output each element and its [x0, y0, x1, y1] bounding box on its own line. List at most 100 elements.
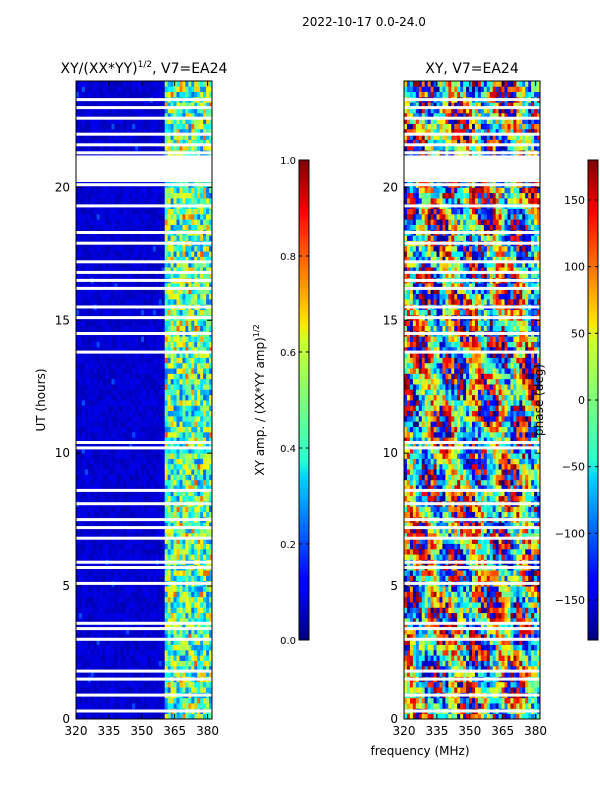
heatmap-cell: [76, 554, 80, 560]
heatmap-cell: [120, 687, 124, 693]
heatmap-cell: [188, 362, 192, 369]
heatmap-cell: [161, 607, 166, 614]
heatmap-cell: [90, 283, 95, 289]
heatmap-cell: [191, 267, 195, 273]
heatmap-cell: [161, 617, 166, 624]
heatmap-cell: [105, 671, 109, 677]
heatmap-cell: [102, 352, 106, 358]
heatmap-cell: [84, 283, 89, 289]
heatmap-cell: [158, 447, 163, 454]
heatmap-cell: [141, 649, 145, 656]
heatmap-cell: [135, 192, 139, 199]
heatmap-cell: [188, 474, 192, 481]
heatmap-cell: [129, 458, 133, 465]
heatmap-cell: [209, 617, 212, 624]
heatmap-cell: [132, 591, 136, 598]
heatmap-cell: [182, 570, 186, 576]
heatmap-cell: [102, 474, 106, 481]
heatmap-cell: [200, 713, 204, 719]
heatmap-cell: [173, 612, 177, 619]
heatmap-cell: [161, 596, 166, 603]
heatmap-cell: [167, 389, 172, 396]
heatmap-cell: [99, 687, 104, 693]
heatmap-cell: [108, 139, 112, 146]
heatmap-cell: [188, 575, 192, 582]
heatmap-cell: [117, 442, 121, 449]
heatmap-cell: [152, 251, 157, 257]
heatmap-cell: [141, 288, 145, 295]
heatmap-cell: [173, 506, 177, 513]
heatmap-cell: [185, 665, 189, 672]
heatmap-cell: [129, 644, 133, 651]
heatmap-cell: [182, 479, 186, 486]
heatmap-cell: [155, 570, 160, 576]
heatmap-cell: [158, 623, 163, 630]
heatmap-cell: [81, 628, 86, 635]
heatmap-cell: [149, 681, 154, 688]
heatmap-cell: [114, 426, 118, 433]
heatmap-cell: [144, 548, 148, 555]
heatmap-cell: [126, 633, 130, 640]
heatmap-cell: [188, 346, 192, 353]
heatmap-cell: [176, 628, 180, 635]
heatmap-cell: [87, 384, 92, 390]
heatmap-cell: [96, 410, 101, 417]
heatmap-cell: [200, 357, 204, 364]
heatmap-cell: [105, 570, 109, 576]
heatmap-cell: [191, 458, 195, 465]
heatmap-cell: [126, 394, 130, 401]
heatmap-cell: [93, 617, 98, 624]
heatmap-cell: [93, 288, 98, 295]
heatmap-cell: [209, 511, 212, 518]
heatmap-cell: [129, 713, 133, 719]
heatmap-cell: [96, 532, 101, 539]
heatmap-cell: [117, 469, 121, 475]
heatmap-cell: [135, 623, 139, 630]
heatmap-cell: [141, 298, 145, 305]
heatmap-cell: [167, 235, 172, 241]
heatmap-cell: [155, 602, 160, 608]
heatmap-cell: [138, 256, 142, 263]
heatmap-cell: [176, 378, 180, 385]
heatmap-cell: [129, 453, 133, 459]
heatmap-cell: [185, 192, 189, 199]
heatmap-cell: [126, 437, 130, 443]
heatmap-cell: [170, 357, 174, 364]
heatmap-cell: [105, 192, 109, 199]
heatmap-cell: [90, 591, 95, 598]
heatmap-cell: [76, 591, 80, 598]
heatmap-cell: [182, 442, 186, 449]
heatmap-cell: [167, 538, 172, 544]
heatmap-cell: [123, 400, 127, 406]
heatmap-cell: [197, 197, 201, 204]
heatmap-cell: [129, 197, 133, 204]
heatmap-cell: [114, 612, 118, 619]
heatmap-cell: [191, 224, 195, 231]
heatmap-cell: [206, 570, 210, 576]
heatmap-cell: [114, 633, 118, 640]
heatmap-cell: [179, 431, 183, 438]
heatmap-cell: [200, 554, 204, 560]
heatmap-cell: [209, 373, 212, 380]
heatmap-cell: [179, 336, 183, 342]
heatmap-cell: [105, 628, 109, 635]
heatmap-cell: [200, 591, 204, 598]
heatmap-cell: [185, 431, 189, 438]
heatmap-cell: [114, 256, 118, 263]
heatmap-cell: [135, 612, 139, 619]
heatmap-cell: [108, 586, 112, 592]
heatmap-cell: [129, 187, 133, 194]
heatmap-cell: [173, 554, 177, 560]
heatmap-cell: [90, 495, 95, 502]
heatmap-cell: [155, 453, 160, 459]
heatmap-cell: [108, 665, 112, 672]
heatmap-cell: [129, 144, 133, 151]
heatmap-cell: [126, 378, 130, 385]
heatmap-cell: [102, 208, 106, 215]
heatmap-cell: [200, 267, 204, 273]
heatmap-cell: [179, 192, 183, 199]
heatmap-cell: [188, 681, 192, 688]
heatmap-cell: [96, 362, 101, 369]
heatmap-cell: [90, 144, 95, 151]
heatmap-cell: [76, 644, 80, 651]
